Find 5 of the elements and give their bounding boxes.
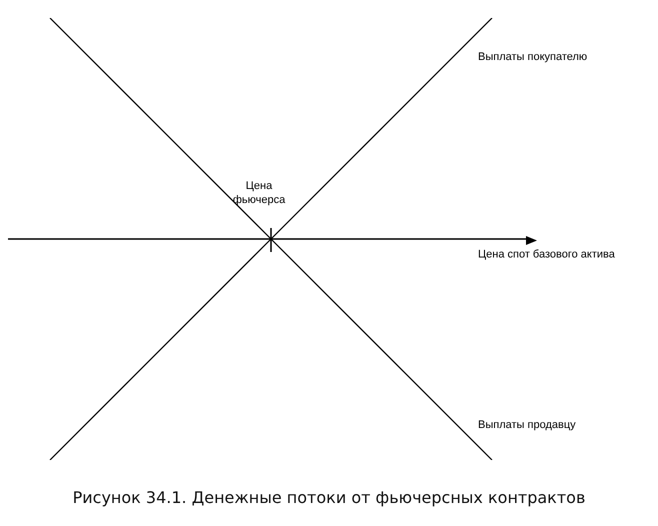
series-label: Выплаты продавцу [478, 419, 576, 432]
x-axis-title: Цена спот базового актива [478, 248, 616, 261]
text: Рисунок 34.1. Денежные потоки от фьючерсных контрактов [72, 488, 586, 507]
series-label: Выплаты покупателю [478, 51, 588, 64]
annotation: Цена фьючерса [232, 180, 286, 206]
